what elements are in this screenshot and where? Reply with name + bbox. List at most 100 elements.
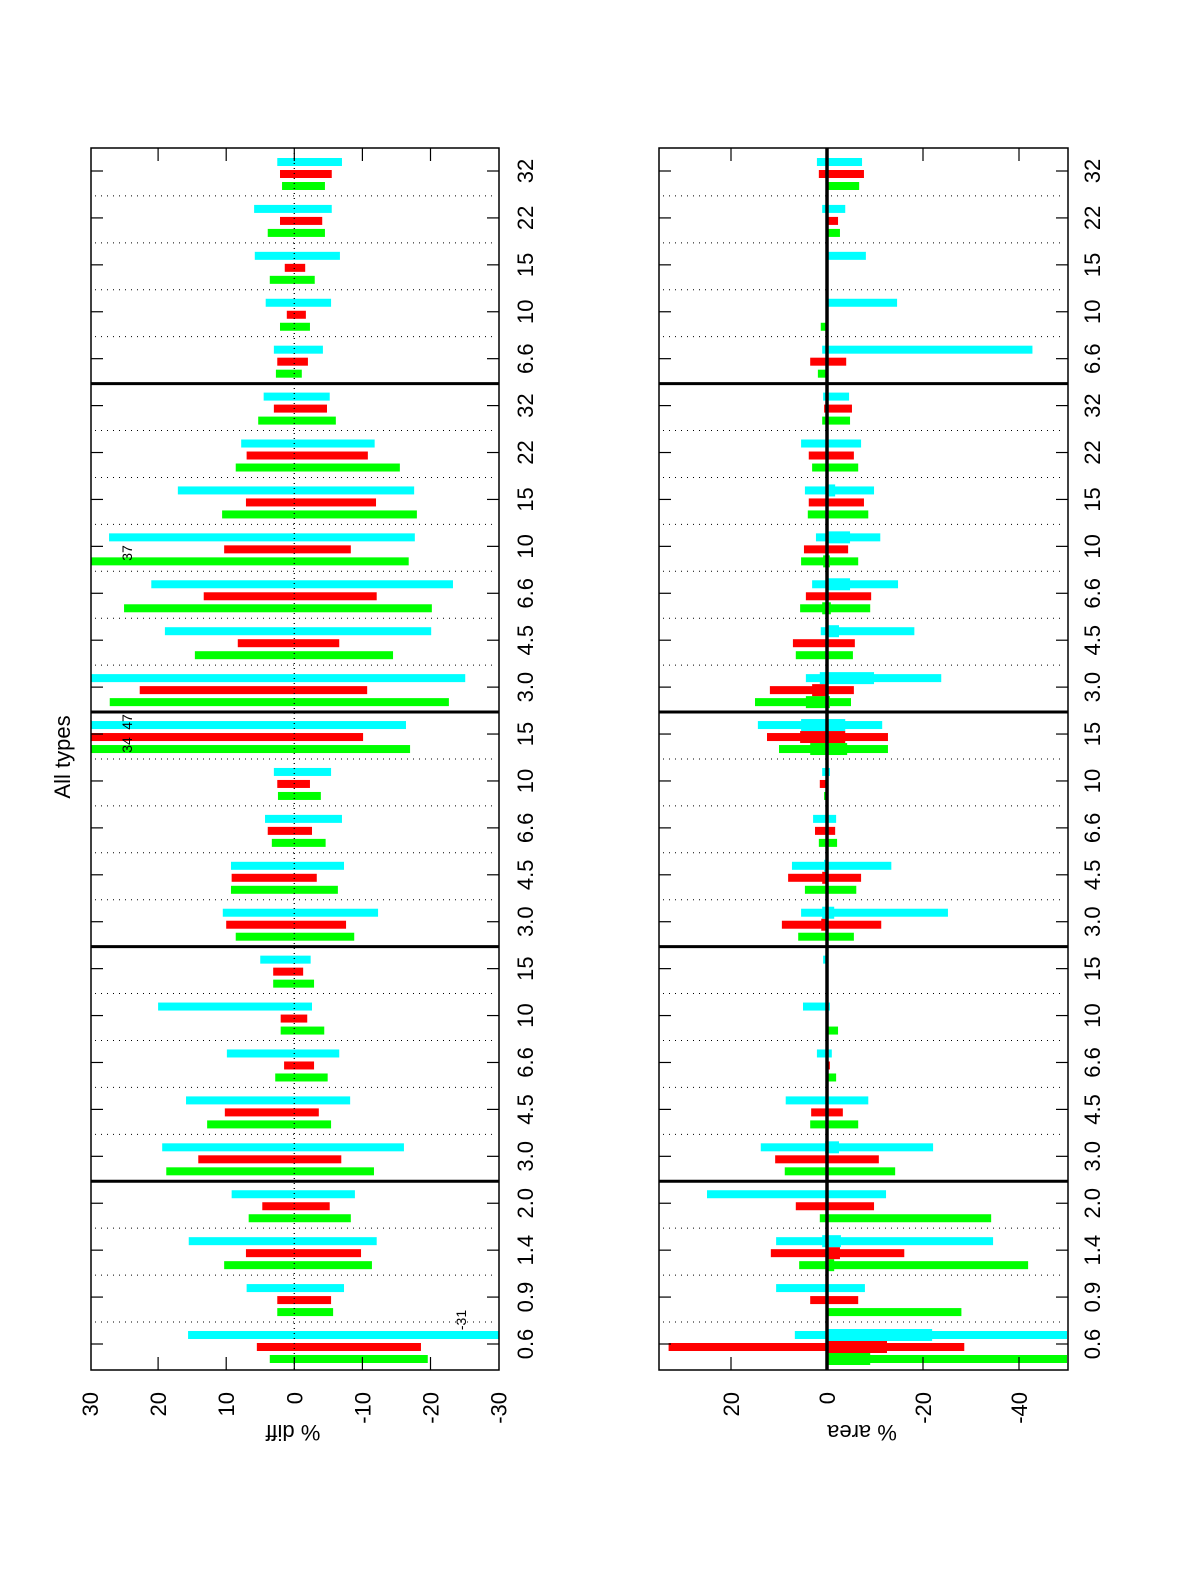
bar-green — [258, 416, 336, 425]
bar-green — [822, 416, 851, 425]
bar-green — [269, 1355, 428, 1363]
bar-cyan — [231, 1190, 355, 1199]
bar-green — [273, 979, 315, 988]
bar-red — [792, 639, 855, 648]
bar-red — [819, 779, 827, 788]
bar-cyan — [804, 486, 875, 495]
bar-cyan — [230, 861, 345, 870]
inner-bar-red — [827, 1247, 840, 1260]
bar-green — [124, 604, 432, 613]
bar-green — [784, 1167, 896, 1176]
category-tick-label: 0.9 — [513, 1282, 538, 1313]
bar-green — [222, 510, 417, 519]
bar-red — [246, 451, 368, 460]
category-tick-label: 15 — [1080, 253, 1105, 277]
inner-bar-cyan — [827, 578, 851, 591]
bar-cyan — [801, 908, 948, 917]
value-tick-label: 20 — [719, 1392, 744, 1416]
bar-red — [224, 545, 351, 554]
category-tick-label: 22 — [513, 440, 538, 464]
bar-red — [262, 1202, 330, 1211]
bar-value-annotation: -31 — [453, 1310, 469, 1330]
bar-cyan — [823, 392, 850, 401]
bar-red — [224, 1108, 319, 1117]
bar-red — [279, 216, 323, 225]
value-tick-label: -20 — [911, 1392, 936, 1424]
value-tick-label: -40 — [1007, 1392, 1032, 1424]
bar-cyan — [816, 1049, 832, 1058]
bar-red — [226, 920, 347, 929]
bar-cyan — [822, 204, 846, 213]
inner-bar-red — [800, 731, 846, 744]
category-tick-label: 3.0 — [1080, 1141, 1105, 1172]
bar-green — [277, 1308, 334, 1317]
category-tick-label: 4.5 — [1080, 625, 1105, 656]
bar-cyan — [813, 814, 837, 823]
diff-panel: 0.6 0.9 1.4 2.0 3.0 4.5 6.6 10 15 3.0 4.5 6.6 10 15 3.… — [78, 147, 538, 1445]
bar-value-annotation: 47 — [119, 714, 135, 730]
bar-cyan — [158, 1002, 313, 1011]
bar-red — [818, 170, 864, 178]
category-tick-label: 15 — [1080, 956, 1105, 980]
category-tick-label: 3.0 — [513, 906, 538, 937]
bar-green — [91, 557, 409, 566]
bar-red — [273, 404, 327, 413]
bar-green — [275, 1073, 328, 1082]
bar-cyan — [801, 439, 862, 448]
bar-cyan — [91, 721, 406, 730]
bar-red — [769, 686, 854, 695]
bar-red — [808, 451, 854, 460]
bar-red — [91, 733, 364, 742]
bar-red — [805, 592, 872, 601]
bar-cyan — [273, 345, 323, 354]
bar-red — [198, 1155, 342, 1164]
bar-cyan — [186, 1096, 351, 1105]
category-tick-label: 10 — [513, 534, 538, 558]
category-tick-label: 2.0 — [1080, 1188, 1105, 1219]
bar-cyan — [162, 1143, 404, 1152]
bar-red — [810, 1296, 859, 1305]
bar-green — [275, 369, 302, 378]
value-tick-label: -10 — [350, 1392, 375, 1424]
category-tick-label: 0.6 — [513, 1329, 538, 1360]
value-tick-label: 10 — [214, 1392, 239, 1416]
bar-green — [277, 791, 321, 800]
bar-cyan — [109, 533, 415, 542]
plot-frame — [658, 147, 1069, 1371]
category-tick-label: 0.6 — [1080, 1329, 1105, 1360]
bar-cyan — [164, 627, 432, 636]
bar-red — [284, 1061, 315, 1070]
bar-cyan — [707, 1190, 887, 1199]
category-tick-label: 6.6 — [513, 1047, 538, 1078]
bar-red — [203, 592, 377, 601]
bar-cyan — [823, 955, 827, 964]
bar-cyan — [822, 345, 1033, 354]
bar-cyan — [273, 767, 332, 776]
bar-red — [279, 170, 332, 178]
category-tick-label: 15 — [1080, 722, 1105, 746]
bar-red — [277, 779, 310, 788]
bar-cyan — [277, 158, 342, 166]
inner-bar-green — [805, 696, 830, 709]
inner-bar-red — [827, 1341, 887, 1353]
category-tick-label: 3.0 — [1080, 672, 1105, 703]
category-tick-label: 10 — [1080, 300, 1105, 324]
category-tick-label: 6.6 — [513, 343, 538, 374]
bar-value-annotation: 37 — [119, 545, 135, 561]
bar-cyan — [827, 298, 898, 307]
category-tick-label: 15 — [513, 253, 538, 277]
inner-bar-red — [821, 918, 827, 931]
category-tick-label: 4.5 — [1080, 860, 1105, 891]
bar-red — [245, 1249, 362, 1258]
category-tick-label: 32 — [1080, 159, 1105, 183]
bar-green — [800, 604, 871, 613]
bar-green — [804, 885, 857, 894]
inner-bar-cyan — [827, 531, 851, 544]
bar-red — [284, 263, 306, 272]
axis-label: % diff — [265, 1420, 321, 1445]
inner-bar-red — [812, 684, 827, 697]
bar-cyan — [803, 1002, 830, 1011]
bar-green — [269, 275, 315, 284]
bar-green — [795, 651, 853, 660]
